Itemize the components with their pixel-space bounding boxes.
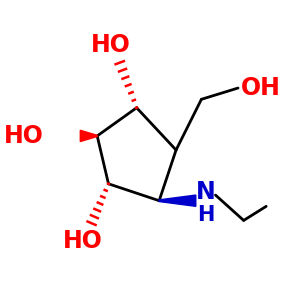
Text: H: H — [197, 205, 214, 225]
Text: HO: HO — [63, 229, 103, 253]
Text: HO: HO — [4, 124, 44, 148]
Text: HO: HO — [91, 33, 131, 57]
Text: OH: OH — [241, 76, 281, 100]
Polygon shape — [80, 130, 97, 142]
Text: N: N — [196, 180, 215, 204]
Polygon shape — [159, 195, 196, 206]
